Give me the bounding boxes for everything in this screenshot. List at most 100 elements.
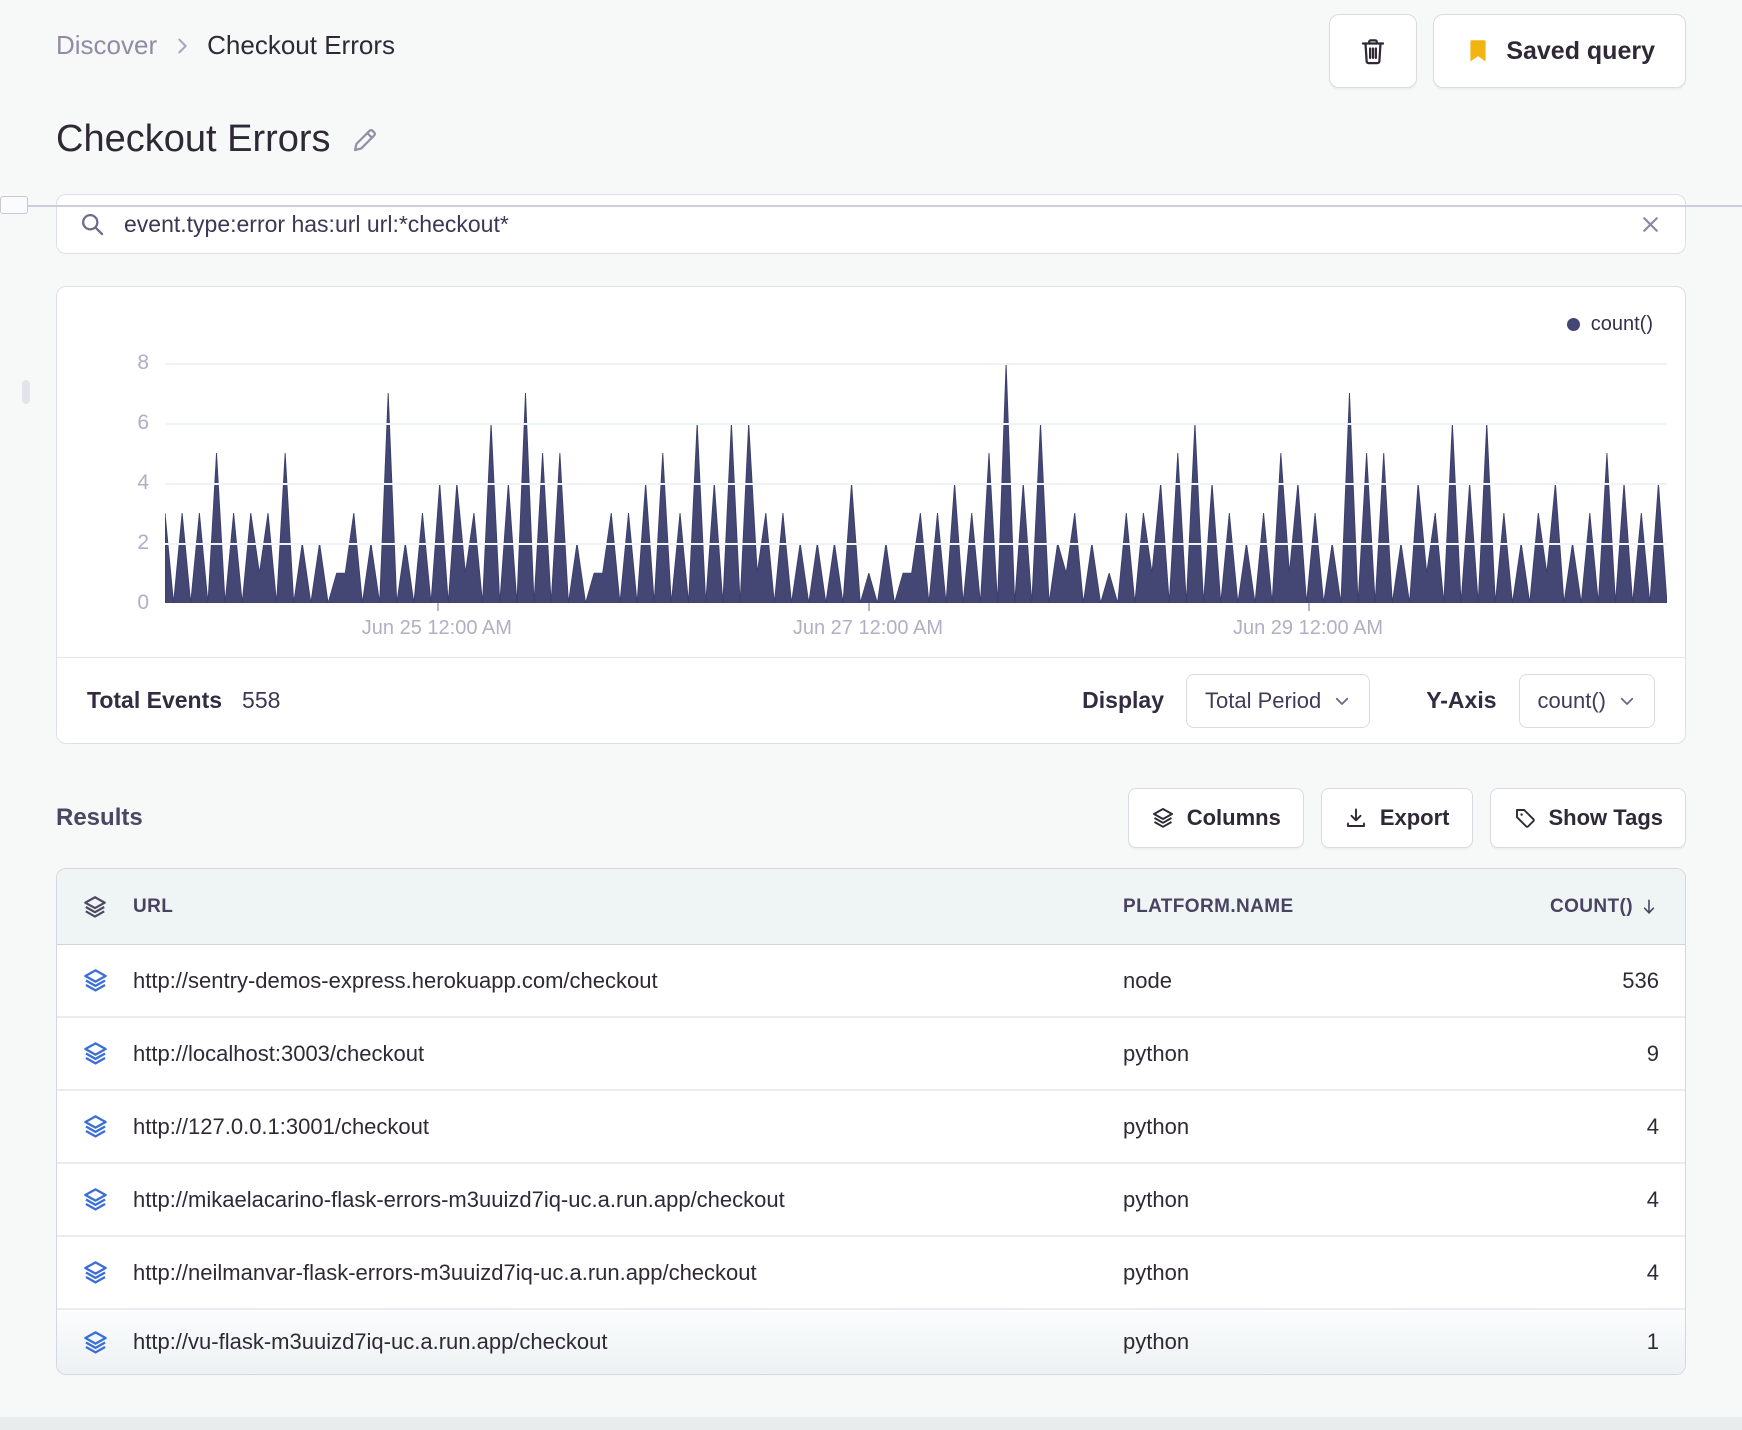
cell-platform: python <box>1123 1329 1190 1354</box>
column-header-platform[interactable]: PLATFORM.NAME <box>1123 895 1294 917</box>
breadcrumb: Discover Checkout Errors <box>56 14 395 61</box>
chevron-down-icon <box>1333 692 1351 710</box>
count-series-area <box>165 362 1667 603</box>
clear-search-icon[interactable] <box>1638 212 1663 237</box>
chevron-right-icon <box>171 35 193 57</box>
columns-label: Columns <box>1186 805 1281 830</box>
show-tags-label: Show Tags <box>1548 805 1664 830</box>
export-button[interactable]: Export <box>1320 788 1473 848</box>
cell-url[interactable]: http://mikaelacarino-flask-errors-m3uuiz… <box>133 1186 785 1212</box>
layers-icon[interactable] <box>57 894 133 920</box>
cell-count: 9 <box>1646 1040 1659 1066</box>
x-tick <box>867 603 870 611</box>
display-dropdown-value: Total Period <box>1205 687 1322 713</box>
gridline <box>165 363 1667 365</box>
gridline <box>165 423 1667 425</box>
gridline <box>165 483 1667 485</box>
layers-icon[interactable] <box>57 1040 133 1067</box>
cell-count: 4 <box>1646 1259 1659 1285</box>
edit-title-icon[interactable] <box>349 124 381 156</box>
sort-desc-arrow-icon <box>1639 897 1659 917</box>
cell-url[interactable]: http://127.0.0.1:3001/checkout <box>133 1113 430 1139</box>
chevron-down-icon <box>1618 692 1636 710</box>
yaxis-dropdown-value: count() <box>1537 687 1606 713</box>
breadcrumb-discover-link[interactable]: Discover <box>56 30 158 60</box>
scroll-indicator <box>22 380 30 404</box>
saved-query-label: Saved query <box>1506 36 1655 65</box>
gridline <box>165 543 1667 545</box>
cell-platform: node <box>1123 967 1172 993</box>
legend-label: count() <box>1590 313 1653 335</box>
table-header-row: URL PLATFORM.NAME COUNT() <box>57 869 1685 945</box>
export-label: Export <box>1379 805 1450 830</box>
results-table: URL PLATFORM.NAME COUNT() http://sentry-… <box>56 868 1686 1375</box>
x-tick-label: Jun 25 12:00 AM <box>361 617 512 639</box>
chart-legend[interactable]: count() <box>1566 313 1653 336</box>
page-title: Checkout Errors <box>56 118 331 160</box>
tag-icon <box>1513 806 1537 830</box>
layers-icon[interactable] <box>57 1113 133 1140</box>
page-bottom-strip <box>0 1417 1742 1430</box>
yaxis-dropdown[interactable]: count() <box>1518 673 1655 728</box>
table-row: http://sentry-demos-express.herokuapp.co… <box>57 945 1685 1018</box>
legend-dot-icon <box>1566 318 1580 331</box>
layers-icon[interactable] <box>57 967 133 994</box>
search-icon <box>79 211 106 238</box>
cell-url[interactable]: http://neilmanvar-flask-errors-m3uuizd7i… <box>133 1259 757 1285</box>
table-row: http://vu-flask-m3uuizd7iq-uc.a.run.app/… <box>57 1310 1685 1374</box>
total-events-value: 558 <box>242 687 281 713</box>
layers-icon[interactable] <box>57 1329 133 1356</box>
search-bar[interactable] <box>56 194 1686 254</box>
layers-icon[interactable] <box>57 1186 133 1213</box>
cell-count: 536 <box>1622 967 1659 993</box>
chart-x-axis-labels: Jun 25 12:00 AM Jun 27 12:00 AM Jun 29 12:… <box>165 603 1667 657</box>
cell-url[interactable]: http://vu-flask-m3uuizd7iq-uc.a.run.app/… <box>133 1329 608 1354</box>
display-dropdown[interactable]: Total Period <box>1186 673 1371 728</box>
breadcrumb-current: Checkout Errors <box>207 30 395 60</box>
y-tick-label: 4 <box>137 471 149 494</box>
trash-icon <box>1358 36 1388 66</box>
cell-count: 4 <box>1646 1113 1659 1139</box>
results-heading: Results <box>56 804 143 831</box>
cell-url[interactable]: http://sentry-demos-express.herokuapp.co… <box>133 967 658 993</box>
y-tick-label: 0 <box>137 591 149 614</box>
display-label: Display <box>1082 687 1164 713</box>
show-tags-button[interactable]: Show Tags <box>1489 788 1686 848</box>
layers-icon[interactable] <box>57 1259 133 1286</box>
x-tick <box>1308 603 1311 611</box>
yaxis-label: Y-Axis <box>1426 687 1497 713</box>
layers-icon <box>1151 806 1175 830</box>
header-divider <box>0 205 1742 207</box>
search-input[interactable] <box>124 210 1620 238</box>
total-events-label: Total Events <box>87 687 223 713</box>
columns-button[interactable]: Columns <box>1127 788 1304 848</box>
x-tick <box>436 603 439 611</box>
column-header-count[interactable]: COUNT() <box>1457 896 1685 918</box>
total-events: Total Events 558 <box>87 687 280 714</box>
cell-platform: python <box>1123 1040 1190 1066</box>
cell-platform: python <box>1123 1113 1190 1139</box>
chart-plot-area[interactable] <box>165 303 1667 611</box>
events-chart-panel: count() 0 2 4 6 8 Jun 25 12:00 AM Jun 27 12:0… <box>56 286 1686 744</box>
x-tick-label: Jun 27 12:00 AM <box>792 617 943 639</box>
table-row: http://localhost:3003/checkout python 9 <box>57 1018 1685 1091</box>
cell-url[interactable]: http://localhost:3003/checkout <box>133 1040 425 1066</box>
delete-query-button[interactable] <box>1329 14 1418 88</box>
table-row: http://mikaelacarino-flask-errors-m3uuiz… <box>57 1164 1685 1237</box>
y-tick-label: 8 <box>137 351 149 374</box>
y-tick-label: 2 <box>137 531 149 554</box>
cell-count: 4 <box>1646 1186 1659 1212</box>
download-icon <box>1344 806 1368 830</box>
column-header-url[interactable]: URL <box>133 895 174 917</box>
x-tick-label: Jun 29 12:00 AM <box>1232 617 1384 639</box>
cell-platform: python <box>1123 1259 1190 1285</box>
saved-query-button[interactable]: Saved query <box>1433 14 1686 88</box>
chart-y-axis: 0 2 4 6 8 <box>57 303 165 614</box>
sidebar-collapse-handle[interactable] <box>0 196 28 214</box>
cell-count: 1 <box>1646 1329 1659 1354</box>
table-row: http://127.0.0.1:3001/checkout python 4 <box>57 1091 1685 1164</box>
cell-platform: python <box>1123 1186 1190 1212</box>
bookmark-icon <box>1464 37 1492 65</box>
table-row: http://neilmanvar-flask-errors-m3uuizd7i… <box>57 1237 1685 1310</box>
y-tick-label: 6 <box>137 411 149 434</box>
